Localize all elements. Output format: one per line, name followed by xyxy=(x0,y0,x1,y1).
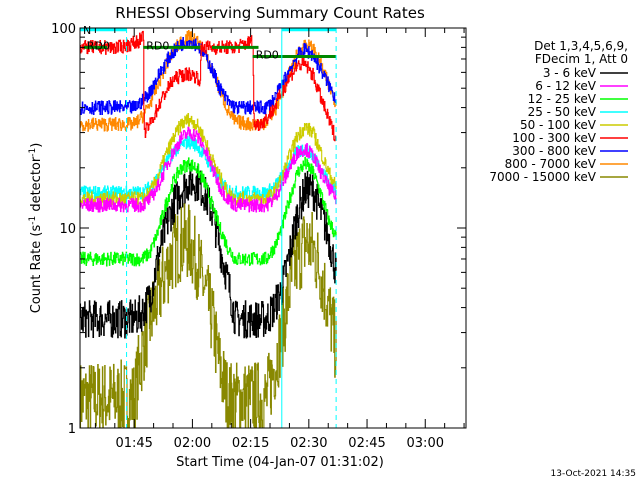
legend-entry: 100 - 300 keV xyxy=(512,131,596,145)
series-line xyxy=(79,126,337,213)
y-axis: 1 10 100 xyxy=(51,22,466,437)
x-tick-label: 02:15 xyxy=(232,436,269,451)
series-line xyxy=(79,30,337,142)
legend-entry: 25 - 50 keV xyxy=(528,105,597,119)
x-tick-label: 02:00 xyxy=(174,436,211,451)
x-tick-label: 02:30 xyxy=(290,436,327,451)
series-line xyxy=(79,202,337,429)
x-tick-label: 01:45 xyxy=(115,436,152,451)
annotation-label: RD0 xyxy=(87,39,110,52)
legend-entry: 7000 - 15000 keV xyxy=(489,170,596,184)
annotation-label: RD0 xyxy=(256,49,279,62)
overlay-annotations: N RD0 RD0 RD0 xyxy=(79,24,337,428)
chart-title: RHESSI Observing Summary Count Rates xyxy=(115,4,425,22)
series-line xyxy=(79,36,337,116)
timestamp: 13-Oct-2021 14:35 xyxy=(551,469,636,479)
y-tick-label: 10 xyxy=(59,222,76,237)
legend-entry: 3 - 6 keV xyxy=(543,66,597,80)
x-tick-label: 02:45 xyxy=(348,436,385,451)
x-tick-label: 03:00 xyxy=(407,436,444,451)
legend-entry: 800 - 7000 keV xyxy=(505,157,597,171)
legend-entry: 50 - 100 keV xyxy=(520,118,597,132)
annotation-label: N xyxy=(83,24,91,37)
legend-entry: 300 - 800 keV xyxy=(512,144,596,158)
y-tick-label: 100 xyxy=(51,22,76,37)
series-line xyxy=(79,156,337,267)
legend-header-2: FDecim 1, Att 0 xyxy=(535,52,628,66)
annotation-label: RD0 xyxy=(146,39,169,52)
y-tick-label: 1 xyxy=(68,422,76,437)
legend-entry: 6 - 12 keV xyxy=(535,79,597,93)
y-axis-label: Count Rate (s-1 detector-1) xyxy=(28,143,44,314)
legend: Det 1,3,4,5,6,9, FDecim 1, Att 0 3 - 6 k… xyxy=(489,39,628,184)
plot-area xyxy=(79,29,337,429)
x-axis: 01:45 02:00 02:15 02:30 02:45 03:00 xyxy=(94,28,465,451)
legend-header-1: Det 1,3,4,5,6,9, xyxy=(534,39,628,53)
x-axis-label: Start Time (04-Jan-07 01:31:02) xyxy=(176,455,384,470)
legend-entry: 12 - 25 keV xyxy=(528,92,597,106)
